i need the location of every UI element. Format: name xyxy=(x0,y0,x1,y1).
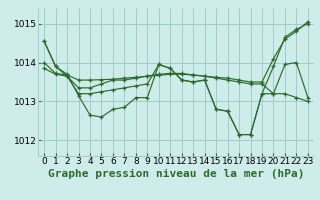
X-axis label: Graphe pression niveau de la mer (hPa): Graphe pression niveau de la mer (hPa) xyxy=(48,169,304,179)
